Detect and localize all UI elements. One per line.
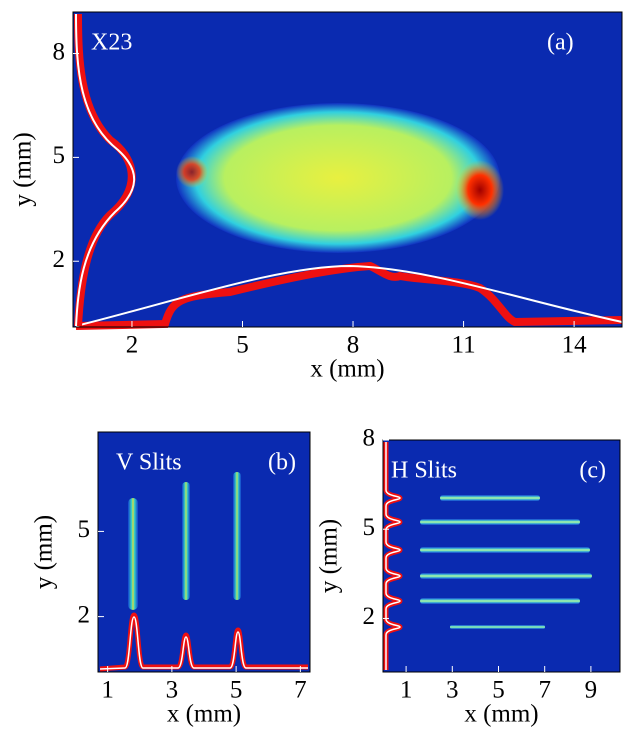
x-axis-label: x (mm) <box>464 701 538 728</box>
y-axis-label: y (mm) <box>31 515 58 589</box>
y-tick-label: 8 <box>363 425 376 452</box>
slit-image <box>450 625 545 629</box>
slit-image <box>233 472 241 600</box>
x-tick-label: 3 <box>166 677 179 704</box>
x-tick-label: 11 <box>452 332 476 359</box>
x-tick-label: 7 <box>294 677 307 704</box>
slit-image <box>420 573 592 579</box>
slit-image <box>420 547 590 553</box>
annotation: V Slits <box>116 450 182 476</box>
y-axis-label: y (mm) <box>316 519 343 593</box>
x-fit <box>75 264 623 327</box>
y-tick-label: 5 <box>78 516 91 543</box>
panel-label: (b) <box>268 450 296 476</box>
x-tick-label: 5 <box>236 332 249 359</box>
y-fit <box>75 13 136 327</box>
annotation: X23 <box>91 30 132 56</box>
x-tick-label: 5 <box>230 677 243 704</box>
x-tick-label: 5 <box>492 677 505 704</box>
x-tick-label: 9 <box>585 677 598 704</box>
y-tick-label: 8 <box>53 38 66 65</box>
x-tick-label: 1 <box>101 677 114 704</box>
y-tick-label: 2 <box>78 601 91 628</box>
x-tick-label: 7 <box>538 677 551 704</box>
y-tick-label: 2 <box>363 603 376 630</box>
plot-frame <box>72 11 623 328</box>
plot-frame <box>97 431 311 673</box>
x-tick-label: 2 <box>126 332 139 359</box>
x-tick-label: 1 <box>400 677 413 704</box>
slit-image <box>128 498 138 610</box>
beam-image <box>176 103 500 253</box>
y-tick-label: 5 <box>53 142 66 169</box>
y-fit <box>385 442 401 670</box>
hot-spot <box>456 160 504 220</box>
x-axis-label: x (mm) <box>167 701 241 728</box>
slit-image <box>182 482 190 600</box>
panel-label: (c) <box>579 458 606 484</box>
x-axis-label: x (mm) <box>310 356 384 383</box>
panel-label: (a) <box>547 30 574 56</box>
image-background <box>383 440 620 672</box>
y-profile <box>74 13 136 327</box>
slit-image <box>440 495 540 501</box>
y-tick-label: 5 <box>363 514 376 541</box>
x-profile <box>99 612 308 672</box>
x-tick-label: 3 <box>446 677 459 704</box>
x-tick-label: 8 <box>347 332 360 359</box>
y-tick-label: 2 <box>53 246 66 273</box>
slit-image <box>420 519 580 525</box>
annotation: H Slits <box>391 458 457 484</box>
hot-spot <box>176 156 208 188</box>
y-axis-label: y (mm) <box>10 132 37 206</box>
x-fit <box>99 616 308 670</box>
x-tick-label: 14 <box>562 332 588 359</box>
slit-image <box>420 598 580 604</box>
plot-frame <box>382 439 621 673</box>
